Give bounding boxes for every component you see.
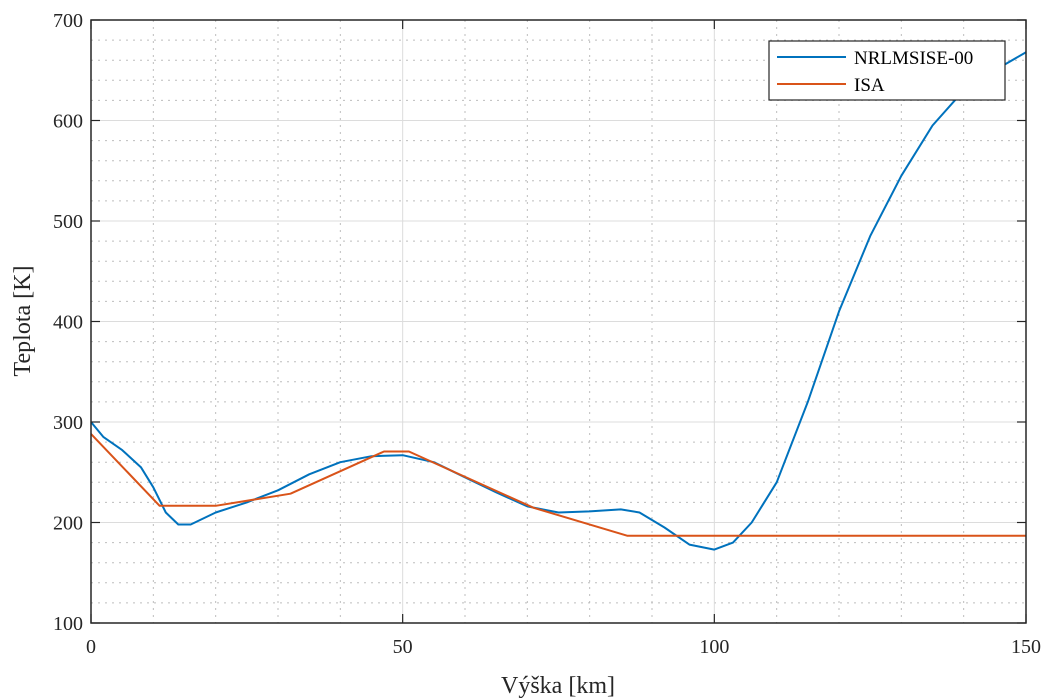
y-tick-label: 500	[53, 211, 83, 233]
x-tick-label: 100	[699, 636, 729, 658]
y-tick-label: 600	[53, 111, 83, 133]
legend-label-isa: ISA	[854, 75, 885, 96]
x-axis-title: Výška [km]	[501, 673, 615, 699]
legend: NRLMSISE-00 ISA	[768, 40, 1006, 101]
legend-box	[768, 40, 1006, 101]
grid	[90, 19, 1027, 624]
y-axis-title: Teplota [K]	[10, 266, 36, 377]
y-tick-label: 200	[53, 513, 83, 535]
x-tick-label: 150	[1011, 636, 1041, 658]
series-line-nrlmsise-00	[90, 51, 1027, 551]
series-lines	[90, 51, 1027, 551]
y-tick-label: 300	[53, 412, 83, 434]
y-tick-label: 100	[53, 613, 83, 635]
tick-labels: 0 50 100 150 100 200 300 400 500 600 700	[53, 10, 1041, 658]
x-tick-label: 50	[393, 636, 413, 658]
axis-ticks	[90, 19, 1027, 624]
y-tick-label: 400	[53, 312, 83, 334]
y-tick-label: 700	[53, 10, 83, 32]
x-tick-label: 0	[86, 636, 96, 658]
series-line-isa	[90, 433, 1026, 537]
legend-label-nrlmsise: NRLMSISE-00	[854, 48, 973, 69]
